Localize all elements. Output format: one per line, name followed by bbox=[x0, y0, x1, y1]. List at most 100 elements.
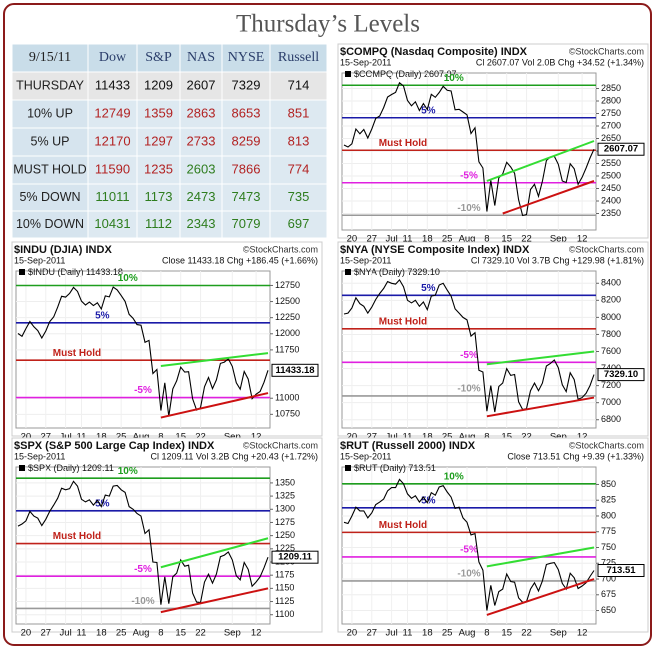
row-label: 5% UP bbox=[31, 134, 70, 148]
table-cell bbox=[87, 71, 138, 101]
legend-label: $SPX (Daily) 1209.11 bbox=[28, 463, 114, 473]
x-tick-label: 27 bbox=[366, 628, 377, 639]
price-tag-box bbox=[597, 564, 645, 578]
table-cell bbox=[179, 71, 223, 101]
x-tick-label: 18 bbox=[96, 628, 107, 639]
table-cell bbox=[221, 210, 271, 239]
x-tick-label: 11 bbox=[403, 432, 413, 443]
y-tick-label: 7800 bbox=[601, 329, 621, 339]
stats: Cl 1209.11 Vol 3.2B Chg +20.43 (+1.72%) bbox=[151, 451, 318, 461]
table-cell bbox=[87, 99, 138, 129]
header-text: Russell bbox=[278, 50, 319, 65]
y-tick-label: 6800 bbox=[601, 414, 621, 424]
table-value: 813 bbox=[288, 133, 310, 148]
x-tick-label: 18 bbox=[422, 432, 433, 443]
level-label: 5% bbox=[421, 283, 436, 294]
x-tick-label: Jul bbox=[386, 234, 398, 245]
stats: Cl 2607.07 Vol 2.0B Chg +34.52 (+1.34%) bbox=[476, 57, 644, 67]
level-label: Must Hold bbox=[379, 138, 427, 149]
table-value: 7329 bbox=[232, 77, 261, 92]
price-tag: 2607.07 bbox=[604, 144, 638, 155]
y-tick-label: 2400 bbox=[601, 195, 621, 205]
x-tick-label: Jul bbox=[386, 628, 398, 639]
x-tick-label: 11 bbox=[403, 234, 413, 245]
table-value: 774 bbox=[288, 161, 310, 176]
header-cell bbox=[136, 43, 181, 73]
table-value: 851 bbox=[288, 105, 310, 120]
x-tick-label: 15 bbox=[175, 432, 186, 443]
row-label: 5% DOWN bbox=[19, 190, 80, 204]
table-value: 697 bbox=[288, 216, 310, 231]
table-cell bbox=[269, 183, 328, 212]
source: ©StockCharts.com bbox=[243, 244, 318, 254]
x-tick-label: 25 bbox=[116, 432, 127, 443]
date: 15-Sep-2011 bbox=[340, 57, 391, 67]
level-label: -10% bbox=[457, 203, 480, 214]
trendline bbox=[486, 546, 595, 568]
x-tick-label: 15 bbox=[175, 628, 186, 639]
chart-title: $SPX (S&P 500 Large Cap Index) INDX bbox=[14, 440, 215, 452]
table-value: 2473 bbox=[187, 189, 216, 204]
x-tick-label: Sep bbox=[550, 628, 567, 639]
table-value: 7473 bbox=[232, 189, 261, 204]
price-tag: 713.51 bbox=[606, 565, 636, 576]
y-tick-label: 12000 bbox=[275, 328, 300, 338]
table-cell bbox=[11, 99, 89, 129]
chart-title: $NYA (NYSE Composite Index) INDX bbox=[340, 244, 530, 256]
y-tick-label: 2500 bbox=[601, 170, 621, 180]
y-tick-label: 2350 bbox=[601, 208, 621, 218]
level-label: -10% bbox=[457, 384, 480, 395]
row-label: MUST HOLD bbox=[13, 162, 86, 176]
y-tick-label: 850 bbox=[601, 479, 616, 489]
level-label: 10% bbox=[118, 466, 138, 477]
table-value: 12170 bbox=[94, 133, 130, 148]
level-label: Must Hold bbox=[53, 348, 101, 359]
x-tick-label: Sep bbox=[550, 234, 567, 245]
price-line bbox=[343, 278, 595, 413]
table-cell bbox=[87, 210, 138, 239]
source: ©StockCharts.com bbox=[243, 440, 318, 450]
x-tick-label: 27 bbox=[40, 432, 51, 443]
x-tick-label: Aug bbox=[459, 432, 476, 443]
x-tick-label: 25 bbox=[442, 628, 453, 639]
level-label: 5% bbox=[95, 310, 110, 321]
y-tick-label: 8400 bbox=[601, 278, 621, 288]
legend-label: $RUT (Daily) 713.51 bbox=[354, 463, 436, 473]
y-tick-label: 2800 bbox=[601, 95, 621, 105]
table-value: 11433 bbox=[95, 77, 130, 92]
header-cell bbox=[11, 43, 89, 73]
x-tick-label: Jul bbox=[60, 628, 72, 639]
x-tick-label: 25 bbox=[116, 628, 127, 639]
x-tick-label: Jul bbox=[386, 432, 398, 443]
price-line bbox=[17, 286, 269, 417]
table-value: 7866 bbox=[232, 161, 261, 176]
level-label: Must Hold bbox=[53, 531, 101, 542]
x-tick-label: 25 bbox=[442, 234, 453, 245]
level-label: -5% bbox=[134, 385, 152, 396]
row-label: THURSDAY bbox=[16, 78, 84, 92]
price-tag-box bbox=[271, 550, 319, 564]
table-value: 8259 bbox=[232, 133, 261, 148]
table-value: 11011 bbox=[95, 189, 129, 204]
x-tick-label: 22 bbox=[521, 234, 532, 245]
x-tick-label: Jul bbox=[60, 432, 72, 443]
y-tick-label: 1275 bbox=[275, 517, 295, 527]
y-tick-label: 650 bbox=[601, 605, 616, 615]
y-tick-label: 11750 bbox=[275, 344, 299, 354]
trendline bbox=[160, 392, 269, 419]
x-tick-label: 22 bbox=[195, 432, 206, 443]
table-value: 1173 bbox=[145, 189, 173, 204]
table-value: 2733 bbox=[187, 133, 216, 148]
y-tick-label: 2650 bbox=[601, 133, 621, 143]
table-cell bbox=[269, 155, 328, 185]
legend-label: $INDU (Daily) 11433.18 bbox=[28, 267, 123, 277]
y-tick-label: 1350 bbox=[275, 477, 295, 487]
x-tick-label: 8 bbox=[484, 432, 489, 443]
y-tick-label: 800 bbox=[601, 510, 616, 520]
x-tick-label: 8 bbox=[158, 432, 163, 443]
table-value: 1297 bbox=[144, 133, 173, 148]
page-title: Thursday’s Levels bbox=[236, 11, 420, 38]
legend-swatch bbox=[19, 269, 25, 275]
level-label: -10% bbox=[131, 596, 154, 607]
